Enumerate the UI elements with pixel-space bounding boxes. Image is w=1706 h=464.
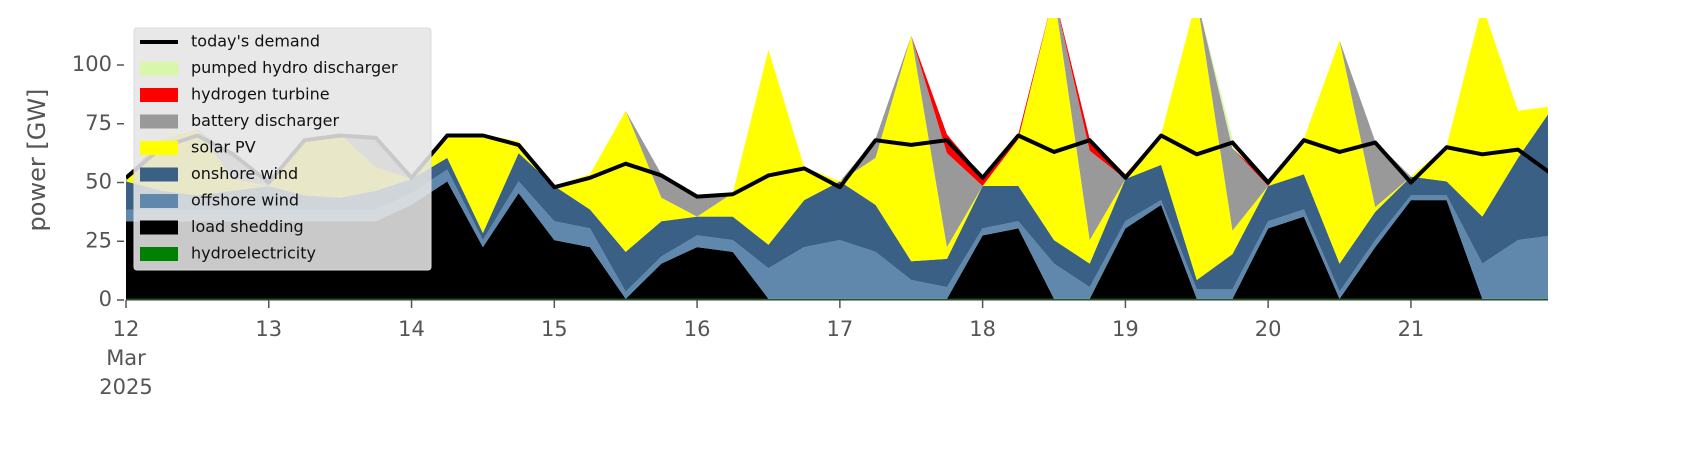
legend-swatch	[140, 88, 178, 102]
legend-label: battery discharger	[191, 111, 339, 130]
axes: 0 25 50 75 100 12 Mar 2025 13 14 15 16 17 18 19 20 21	[72, 52, 1548, 399]
legend-label: hydroelectricity	[191, 244, 316, 263]
legend-swatch	[140, 194, 178, 208]
x-tick-label: 17	[826, 317, 853, 341]
y-tick-label: 50	[85, 170, 112, 194]
legend-label: pumped hydro discharger	[191, 58, 398, 77]
legend-swatch	[140, 141, 178, 155]
area	[126, 169, 1548, 299]
x-tick-label: 16	[684, 317, 711, 341]
legend-label: hydrogen turbine	[191, 85, 330, 104]
x-tick-label: 20	[1255, 317, 1282, 341]
y-tick-label: 75	[85, 111, 112, 135]
area	[126, 18, 1548, 281]
y-tick-label: 25	[85, 228, 112, 252]
y-tick-label: 100	[72, 52, 112, 76]
legend-label: today's demand	[191, 32, 320, 51]
x-tick-label: 18	[969, 317, 996, 341]
legend-swatch	[140, 247, 178, 261]
legend-swatch	[140, 167, 178, 182]
legend-label: onshore wind	[191, 164, 298, 183]
legend-swatch	[140, 61, 178, 76]
x-tick-label: 15	[541, 317, 568, 341]
y-tick-label: 0	[99, 287, 112, 311]
legend-box	[133, 27, 432, 271]
legend-label: load shedding	[191, 217, 304, 236]
x-tick-label: 14	[398, 317, 425, 341]
y-axis-label: power [GW]	[23, 89, 51, 232]
area	[126, 114, 1548, 292]
legend-swatch	[140, 114, 178, 129]
legend-label: solar PV	[191, 138, 256, 157]
area	[126, 181, 1548, 299]
x-tick-label: 12 Mar 2025	[99, 317, 152, 399]
legend: today's demand pumped hydro discharger hyd…	[133, 27, 432, 271]
legend-label: offshore wind	[191, 191, 299, 210]
x-tick-label: 13	[255, 317, 282, 341]
legend-swatch	[140, 220, 178, 235]
x-tick-label: 19	[1112, 317, 1139, 341]
x-tick-label: 21	[1398, 317, 1425, 341]
